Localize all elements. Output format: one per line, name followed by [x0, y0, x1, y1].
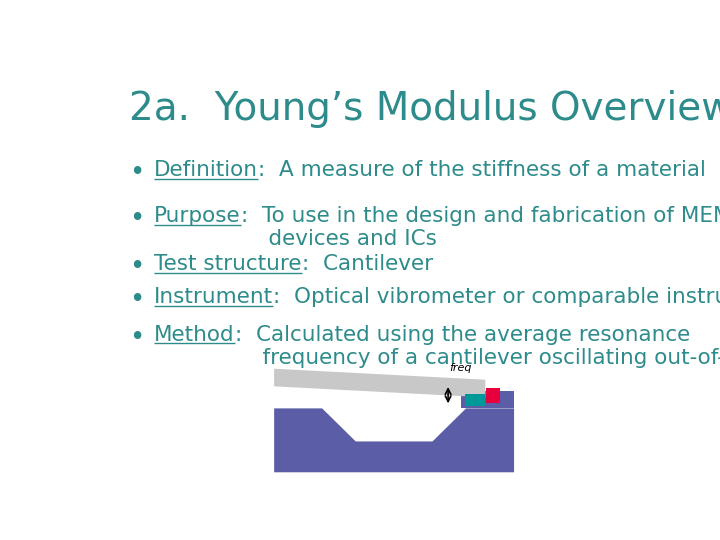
Text: •: •	[129, 325, 144, 350]
Text: :  Optical vibrometer or comparable instrument: : Optical vibrometer or comparable instr…	[274, 287, 720, 307]
Text: :  To use in the design and fabrication of MEMS
    devices and ICs: : To use in the design and fabrication o…	[240, 206, 720, 249]
Text: Purpose: Purpose	[154, 206, 240, 226]
Text: freq: freq	[449, 363, 472, 373]
Text: Definition: Definition	[154, 160, 258, 180]
Text: •: •	[129, 287, 144, 313]
Text: •: •	[129, 206, 144, 232]
Text: :  A measure of the stiffness of a material: : A measure of the stiffness of a materi…	[258, 160, 706, 180]
Text: 2a.  Young’s Modulus Overview: 2a. Young’s Modulus Overview	[129, 90, 720, 128]
Text: Instrument: Instrument	[154, 287, 274, 307]
Bar	[487, 388, 500, 403]
Bar	[465, 394, 485, 406]
Text: •: •	[129, 160, 144, 186]
Text: Test structure: Test structure	[154, 254, 302, 274]
Polygon shape	[274, 369, 485, 397]
Polygon shape	[274, 408, 514, 472]
Polygon shape	[462, 391, 514, 408]
Text: •: •	[129, 254, 144, 280]
Text: :  Calculated using the average resonance
    frequency of a cantilever oscillat: : Calculated using the average resonance…	[235, 325, 720, 368]
Text: Method: Method	[154, 325, 235, 345]
Text: :  Cantilever: : Cantilever	[302, 254, 433, 274]
